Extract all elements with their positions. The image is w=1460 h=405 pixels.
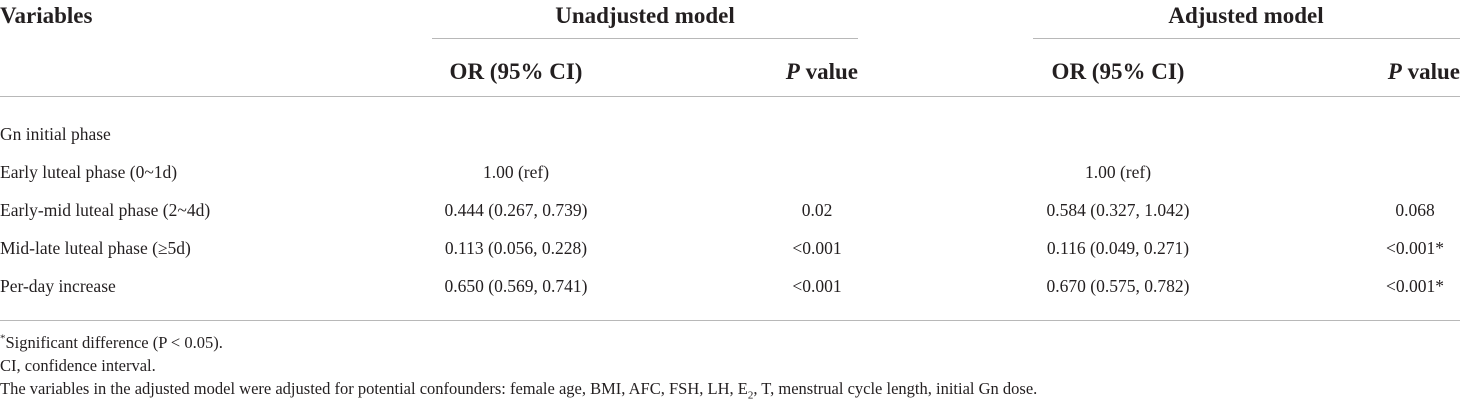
header-bottom-rule	[0, 96, 1460, 97]
unadjusted-p-cell: <0.001	[792, 276, 842, 296]
header-variables: Variables	[0, 3, 93, 28]
row-label: Early luteal phase (0~1d)	[0, 162, 178, 182]
header-unadjusted-or-ci: OR (95% CI)	[449, 59, 583, 84]
unadjusted-or-cell: 0.650 (0.569, 0.741)	[444, 276, 588, 296]
adjusted-p-cell: <0.001*	[1386, 238, 1444, 258]
table-bottom-rule	[0, 320, 1460, 321]
header-adjusted-p-value: P value	[1387, 59, 1460, 84]
header-unadjusted-p-value: P value	[785, 59, 858, 84]
header-adjusted-model: Adjusted model	[1168, 3, 1324, 28]
unadjusted-p-cell: 0.02	[801, 200, 833, 220]
row-label: Per-day increase	[0, 276, 116, 296]
row-label: Gn initial phase	[0, 124, 111, 144]
adjusted-or-cell: 1.00 (ref)	[1084, 162, 1152, 182]
unadjusted-or-cell: 0.444 (0.267, 0.739)	[444, 200, 588, 220]
adjusted-p-cell: <0.001*	[1386, 276, 1444, 296]
unadjusted-p-cell: <0.001	[792, 238, 842, 258]
adjusted-or-cell: 0.670 (0.575, 0.782)	[1046, 276, 1190, 296]
adjusted-or-cell: 0.116 (0.049, 0.271)	[1046, 238, 1190, 258]
header-adjusted-or-ci: OR (95% CI)	[1051, 59, 1185, 84]
footnote-significance: *Significant difference (P < 0.05).	[0, 332, 223, 352]
adjusted-or-cell: 0.584 (0.327, 1.042)	[1046, 200, 1190, 220]
footnote-ci: CI, confidence interval.	[0, 356, 156, 375]
row-label: Mid-late luteal phase (≥5d)	[0, 238, 191, 258]
unadjusted-or-cell: 1.00 (ref)	[482, 162, 550, 182]
unadjusted-or-cell: 0.113 (0.056, 0.228)	[444, 238, 588, 258]
unadjusted-group-rule	[432, 38, 858, 39]
footnote-adjusted-model: The variables in the adjusted model were…	[0, 379, 1038, 402]
header-unadjusted-model: Unadjusted model	[555, 3, 735, 28]
adjusted-p-cell: 0.068	[1395, 200, 1435, 220]
row-label: Early-mid luteal phase (2~4d)	[0, 200, 211, 220]
adjusted-group-rule	[1033, 38, 1460, 39]
